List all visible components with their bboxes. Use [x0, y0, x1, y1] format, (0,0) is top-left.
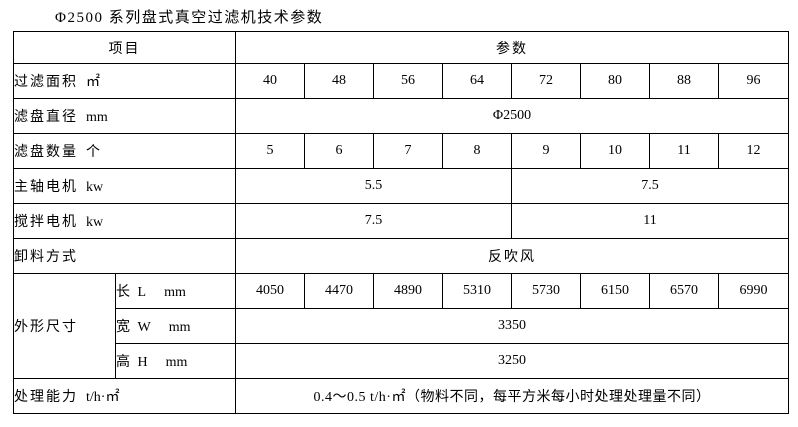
row-label: 卸料方式 [14, 250, 78, 265]
row-label: 处理能力 [14, 390, 78, 405]
value-cell: 40 [235, 63, 305, 99]
value-cell: 5.5 [235, 168, 512, 204]
value-cell: 4050 [235, 273, 305, 309]
page-title: Φ2500 系列盘式真空过滤机技术参数 [55, 10, 324, 26]
header-params-cell: 参数 [235, 31, 789, 64]
row-label: 长 L [116, 285, 149, 300]
row-label: 过滤面积 [14, 75, 78, 90]
dimensions-height-label-cell: 高 H mm [115, 343, 236, 379]
value-cell: 6 [304, 133, 374, 169]
disc-count-row: 滤盘数量个 5 6 7 8 9 10 11 12 [13, 133, 789, 169]
dimensions-width-label-cell: 宽 W mm [115, 308, 236, 344]
row-unit: mm [86, 110, 108, 125]
value-cell: 5 [235, 133, 305, 169]
dimensions-label-cell: 外形尺寸 [13, 273, 116, 379]
header-row: 项目 参数 [13, 31, 789, 64]
value-cell: 7.5 [511, 168, 789, 204]
capacity-value-cell: 0.4～0.5 t/h·㎡（物料不同，每平方米每小时处理处理量不同） [235, 378, 789, 414]
discharge-mode-row: 卸料方式 反吹风 [13, 238, 789, 274]
value-cell: 11 [511, 203, 789, 239]
row-unit: mm [168, 320, 191, 335]
main-motor-row: 主轴电机 kw 5.5 7.5 [13, 168, 789, 204]
value-cell: 96 [718, 63, 789, 99]
value-cell: 8 [442, 133, 512, 169]
row-label: 滤盘数量 [14, 145, 78, 160]
dimensions-width-row: 宽 W mm 3350 [14, 308, 789, 344]
row-unit: 个 [86, 145, 100, 160]
value-cell: 11 [649, 133, 719, 169]
capacity-row: 处理能力 t/h·㎡ 0.4～0.5 t/h·㎡（物料不同，每平方米每小时处理处理… [13, 378, 789, 414]
row-unit: ㎡ [86, 75, 100, 90]
value-cell: 10 [580, 133, 650, 169]
value-cell: 56 [373, 63, 443, 99]
disc-diameter-label-cell: 滤盘直径 mm [13, 98, 236, 134]
header-item-label: 项目 [108, 41, 141, 57]
header-params-label: 参数 [496, 41, 528, 57]
row-label: 高 H [116, 355, 150, 370]
disc-diameter-row: 滤盘直径 mm Φ2500 [13, 98, 789, 134]
dimensions-length-label-cell: 长 L mm [115, 273, 236, 309]
value-cell: 3350 [235, 308, 789, 344]
dimensions-length-row: 外形尺寸 长 L mm 4050 4470 4890 5310 5730 6150… [13, 273, 789, 379]
row-unit: kw [86, 180, 104, 195]
value-cell: 4470 [304, 273, 374, 309]
discharge-mode-value: 反吹风 [488, 250, 536, 265]
main-motor-label-cell: 主轴电机 kw [13, 168, 236, 204]
value-cell: 5730 [511, 273, 581, 309]
discharge-mode-label-cell: 卸料方式 [13, 238, 236, 274]
value-cell: 12 [718, 133, 789, 169]
value-cell: 反吹风 [235, 238, 789, 274]
agitator-motor-row: 搅拌电机 kw 7.5 11 [13, 203, 789, 239]
value-cell: 5310 [442, 273, 512, 309]
disc-count-label-cell: 滤盘数量个 [13, 133, 236, 169]
row-label: 外形尺寸 [14, 320, 78, 335]
dimensions-height-row: 高 H mm 3250 [14, 343, 789, 379]
value-cell: 6150 [580, 273, 650, 309]
value-cell: 7 [373, 133, 443, 169]
row-unit: mm [165, 355, 188, 370]
value-cell: 6990 [718, 273, 789, 309]
row-label: 搅拌电机 [14, 215, 78, 230]
value-cell: 9 [511, 133, 581, 169]
value-cell: 4890 [373, 273, 443, 309]
value-cell: 72 [511, 63, 581, 99]
value-cell: 3250 [235, 343, 789, 379]
row-unit: kw [86, 215, 104, 230]
row-unit: mm [164, 285, 186, 300]
value-cell: 64 [442, 63, 512, 99]
row-label: 主轴电机 [14, 180, 78, 195]
row-label: 滤盘直径 [14, 110, 78, 125]
row-label: 宽 W [116, 320, 153, 335]
header-item-cell: 项目 [13, 31, 236, 64]
row-unit: t/h·㎡ [86, 390, 120, 405]
value-cell: 48 [304, 63, 374, 99]
agitator-motor-label-cell: 搅拌电机 kw [13, 203, 236, 239]
value-cell: 6570 [649, 273, 719, 309]
value-cell: 80 [580, 63, 650, 99]
value-cell: 7.5 [235, 203, 512, 239]
capacity-label-cell: 处理能力 t/h·㎡ [13, 378, 236, 414]
value-cell: 88 [649, 63, 719, 99]
value-cell: Φ2500 [235, 98, 789, 134]
